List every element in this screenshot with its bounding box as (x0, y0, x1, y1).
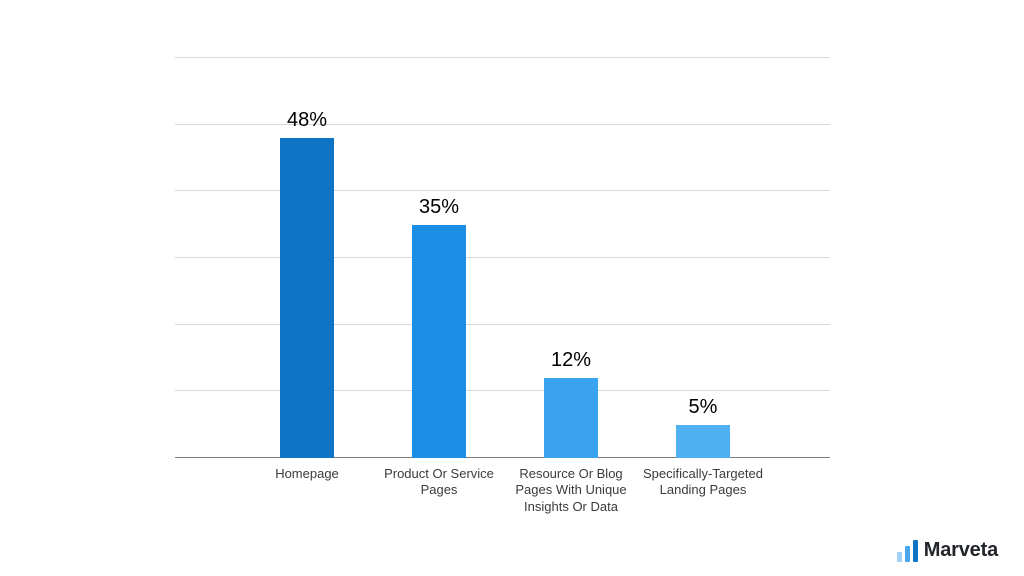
brand-name: Marveta (924, 539, 998, 562)
bar (280, 138, 334, 458)
bar-slot: 35% (373, 58, 505, 458)
bar-value-label: 12% (505, 349, 637, 372)
x-axis-label: Resource Or Blog Pages With Unique Insig… (511, 466, 631, 515)
brand-logo-icon (897, 540, 918, 562)
bar (544, 378, 598, 458)
brand-logo-bar (913, 540, 918, 562)
bar-value-label: 48% (241, 109, 373, 132)
bar (412, 225, 466, 458)
bar-slot: 5% (637, 58, 769, 458)
bar-chart: 48% 35% 12% 5% Homepage Product Or Service P… (175, 58, 830, 568)
bar-value-label: 5% (637, 396, 769, 419)
bar-slot: 12% (505, 58, 637, 458)
bar-value-label: 35% (373, 196, 505, 219)
x-axis-label: Specifically-Targeted Landing Pages (643, 466, 763, 499)
x-axis-label: Product Or Service Pages (379, 466, 499, 499)
brand-logo-bar (905, 546, 910, 562)
bar (676, 425, 730, 458)
chart-stage: 48% 35% 12% 5% Homepage Product Or Service P… (0, 0, 1024, 576)
x-axis-label: Homepage (247, 466, 367, 482)
bar-slot: 48% (241, 58, 373, 458)
brand-logo-bar (897, 552, 902, 562)
bars-container: 48% 35% 12% 5% (175, 58, 830, 458)
plot-area: 48% 35% 12% 5% (175, 58, 830, 458)
brand-logo: Marveta (897, 539, 998, 562)
